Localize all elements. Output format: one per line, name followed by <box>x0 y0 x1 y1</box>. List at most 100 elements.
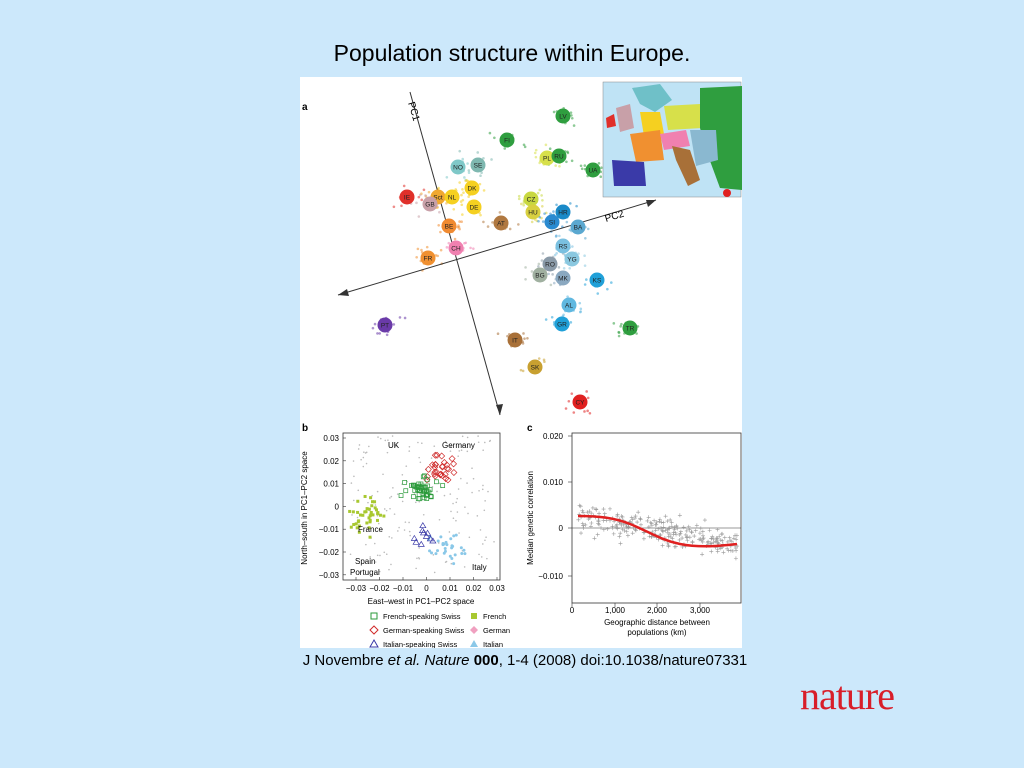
sample-cross <box>633 528 638 533</box>
sample-dot <box>449 450 452 452</box>
population-circle <box>551 148 567 164</box>
sample-dot <box>544 143 548 147</box>
sample-dot <box>391 537 393 539</box>
x-tick-label: 0 <box>570 606 575 615</box>
sample-dot <box>552 210 555 213</box>
population-circle <box>525 204 541 220</box>
sample-cross <box>720 531 725 536</box>
x-axis-title: East–west in PC1–PC2 space <box>368 597 475 606</box>
sample-dot <box>541 204 544 208</box>
sample-dot <box>617 334 621 338</box>
sample-dot <box>562 313 565 317</box>
sample-dot <box>438 471 446 479</box>
sample-dot <box>450 562 453 565</box>
population-circle <box>399 189 415 205</box>
sample-dot <box>483 509 486 512</box>
sample-dot <box>389 507 391 510</box>
sample-cross <box>618 541 623 546</box>
population-circle <box>464 180 480 196</box>
legend-label: German <box>483 626 510 635</box>
sample-dot <box>431 451 439 459</box>
sample-dot <box>439 230 442 234</box>
population-label: PT <box>381 323 389 330</box>
sample-dot <box>570 116 574 120</box>
sample-dot <box>452 207 456 211</box>
sample-dot <box>482 220 485 224</box>
sample-dot <box>635 332 638 335</box>
sample-dot <box>572 124 576 127</box>
sample-dot <box>410 534 418 541</box>
sample-dot <box>401 473 404 476</box>
sample-dot <box>619 325 622 328</box>
sample-dot <box>521 369 525 373</box>
sample-dot <box>484 500 486 502</box>
sample-cross <box>665 519 670 524</box>
sample-dot <box>484 539 486 542</box>
sample-cross <box>583 522 588 527</box>
sample-dot <box>438 518 441 521</box>
legend-symbol <box>470 626 478 634</box>
sample-dot <box>533 151 537 155</box>
sample-dot <box>408 521 410 524</box>
sample-cross <box>669 520 674 525</box>
population-markers: LV FI SE NO PL RU UA Sct NL DK GB IE DE CZ HU HR AT SI BA B… <box>377 108 638 410</box>
population-label: KS <box>593 278 602 285</box>
sample-cross <box>595 532 600 537</box>
sample-dot <box>554 235 558 238</box>
sample-dot <box>379 554 381 557</box>
population-label: GR <box>557 322 567 329</box>
population-label: IE <box>404 195 411 202</box>
sample-cross <box>715 540 720 545</box>
sample-dot <box>368 520 372 524</box>
sample-dot <box>373 500 377 504</box>
citation: J Novembre et al. Nature 000, 1-4 (2008)… <box>0 652 1024 669</box>
sample-dot <box>478 182 482 186</box>
sample-dot <box>356 510 360 514</box>
population-circle <box>470 157 486 173</box>
sample-cross <box>615 512 620 517</box>
sample-dot <box>448 554 452 558</box>
population-circle <box>532 267 548 283</box>
x-tick-label: −0.03 <box>346 584 367 593</box>
region-label: Spain <box>355 557 375 566</box>
sample-dot <box>452 517 455 520</box>
sample-cross <box>717 534 722 539</box>
region-label: UK <box>388 441 400 450</box>
population-label: SE <box>474 163 483 170</box>
population-circle <box>542 256 558 272</box>
sample-dot <box>460 203 464 207</box>
sample-dot <box>537 219 540 223</box>
sample-dot <box>466 482 468 484</box>
sample-cross <box>659 520 664 525</box>
population-label: YG <box>567 257 576 264</box>
sample-dot <box>575 204 578 208</box>
sample-dot <box>552 110 556 114</box>
sample-cross <box>700 552 705 557</box>
sample-dot <box>371 500 375 504</box>
sample-dot <box>524 266 527 269</box>
sample-dot <box>414 501 417 504</box>
sample-dot <box>417 540 425 547</box>
sample-cross <box>646 515 651 520</box>
panel-b: b North–south in PC1–PC2 space East–west… <box>300 423 510 648</box>
sample-dot <box>440 483 446 488</box>
sample-dot <box>352 523 356 527</box>
sample-cross <box>710 534 715 539</box>
citation-etal: et al. <box>387 652 421 669</box>
sample-cross <box>620 514 625 519</box>
population-circle <box>420 250 436 266</box>
sample-dot <box>438 210 441 214</box>
sample-dot <box>580 167 584 171</box>
sample-dot <box>443 547 447 551</box>
sample-dot <box>386 451 389 454</box>
sample-cross <box>590 505 595 510</box>
sample-dot <box>359 571 362 574</box>
sample-dot <box>579 164 583 168</box>
sample-dot <box>367 501 369 504</box>
sample-dot <box>583 264 587 267</box>
sample-dot <box>491 221 494 224</box>
sample-dot <box>480 556 483 558</box>
sample-cross <box>625 533 630 538</box>
sample-cross <box>654 520 659 525</box>
